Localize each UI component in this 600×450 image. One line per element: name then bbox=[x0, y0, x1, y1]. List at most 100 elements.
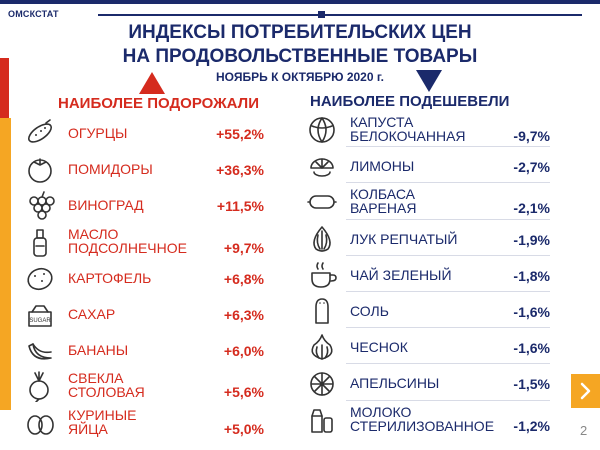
milk-icon bbox=[306, 404, 338, 436]
next-slide-button[interactable] bbox=[571, 374, 600, 408]
item-value: +6,3% bbox=[223, 307, 264, 323]
item-name: СВЕКЛА СТОЛОВАЯ bbox=[68, 371, 145, 399]
item-name: МАСЛО ПОДСОЛНЕЧНОЕ bbox=[68, 227, 187, 255]
cabbage-icon bbox=[306, 114, 338, 146]
list-item: МАСЛО ПОДСОЛНЕЧНОЕ +9,7% bbox=[24, 226, 264, 260]
item-name-line1: КОЛБАСА bbox=[350, 186, 415, 203]
item-value: -1,6% bbox=[513, 304, 550, 320]
item-name-line1: БАНАНЫ bbox=[68, 342, 129, 359]
salt-shaker-icon bbox=[306, 295, 338, 327]
list-item: ПОМИДОРЫ +36,3% bbox=[24, 153, 264, 187]
item-name-line2: ВАРЕНАЯ bbox=[350, 200, 417, 217]
item-value: -1,6% bbox=[513, 340, 550, 357]
row-divider bbox=[346, 399, 550, 401]
cucumber-icon bbox=[24, 117, 56, 149]
top-divider-dot bbox=[318, 11, 325, 18]
item-name-line1: ЛУК РЕПЧАТЫЙ bbox=[350, 230, 458, 247]
list-item: ЧАЙ ЗЕЛЕНЫЙ -1,8% bbox=[306, 259, 550, 293]
chevron-right-icon bbox=[580, 382, 591, 400]
beet-icon bbox=[24, 370, 56, 404]
item-value: -1,8% bbox=[513, 267, 550, 284]
item-name: ПОМИДОРЫ bbox=[68, 162, 153, 176]
item-name: КОЛБАСА ВАРЕНАЯ bbox=[350, 187, 416, 215]
item-value: +9,7% bbox=[223, 239, 264, 256]
garlic-icon bbox=[306, 331, 338, 363]
row-divider bbox=[346, 182, 550, 184]
item-name-line2: БЕЛОКОЧАННАЯ bbox=[350, 128, 466, 144]
item-value: +11,5% bbox=[216, 198, 264, 215]
onion-icon bbox=[306, 223, 338, 255]
row-divider bbox=[346, 327, 550, 329]
item-name-line1: МОЛОКО bbox=[350, 403, 412, 420]
row-divider bbox=[346, 254, 550, 256]
item-value: +36,3% bbox=[216, 162, 264, 179]
item-value: +6,8% bbox=[223, 270, 264, 287]
list-item: БАНАНЫ +6,0% bbox=[24, 334, 264, 368]
item-name-line1: СВЕКЛА bbox=[68, 370, 124, 387]
item-value: +6,0% bbox=[223, 343, 264, 360]
item-name-line1: КАПУСТА bbox=[350, 114, 414, 130]
item-name-line1: ВИНОГРАД bbox=[68, 197, 144, 214]
item-name: КАРТОФЕЛЬ bbox=[68, 271, 151, 285]
list-item: ЛИМОНЫ -2,7% bbox=[306, 150, 550, 184]
item-name: ЧАЙ ЗЕЛЕНЫЙ bbox=[350, 268, 452, 282]
page-subtitle: НОЯБРЬ К ОКТЯБРЮ 2020 г. bbox=[216, 70, 384, 84]
list-item: СОЛЬ -1,6% bbox=[306, 295, 550, 329]
item-value: -1,2% bbox=[513, 417, 550, 434]
list-item: ЧЕСНОК -1,6% bbox=[306, 331, 550, 365]
grapes-icon bbox=[24, 189, 56, 221]
row-divider bbox=[346, 218, 550, 220]
item-name-line1: ЧЕСНОК bbox=[350, 339, 408, 356]
top-divider bbox=[98, 14, 582, 16]
list-item: СВЕКЛА СТОЛОВАЯ +5,6% bbox=[24, 370, 264, 404]
item-name-line1: МАСЛО bbox=[68, 225, 119, 242]
increase-heading: НАИБОЛЕЕ ПОДОРОЖАЛИ bbox=[58, 95, 259, 112]
item-value: -2,1% bbox=[513, 200, 550, 217]
item-value: -2,7% bbox=[513, 159, 550, 176]
list-item: КУРИНЫЕ ЯЙЦА +5,0% bbox=[24, 407, 264, 441]
sugar-icon: SUGAR bbox=[24, 298, 56, 330]
list-item: SUGAR САХАР +6,3% bbox=[24, 298, 264, 332]
page-title-line2: НА ПРОДОВОЛЬСТВЕННЫЕ ТОВАРЫ bbox=[122, 46, 478, 67]
item-name: АПЕЛЬСИНЫ bbox=[350, 376, 439, 390]
list-item: ЛУК РЕПЧАТЫЙ -1,9% bbox=[306, 223, 550, 257]
row-divider bbox=[346, 146, 550, 148]
eggs-icon bbox=[24, 407, 56, 439]
item-name: ЧЕСНОК bbox=[350, 340, 408, 354]
list-item: ОГУРЦЫ +55,2% bbox=[24, 117, 264, 151]
list-item: АПЕЛЬСИНЫ -1,5% bbox=[306, 367, 550, 401]
row-divider bbox=[346, 363, 550, 365]
item-name-line1: СОЛЬ bbox=[350, 303, 389, 319]
bananas-icon bbox=[24, 334, 56, 366]
item-name-line1: САХАР bbox=[68, 306, 116, 322]
list-item: КАПУСТА БЕЛОКОЧАННАЯ -9,7% bbox=[306, 114, 550, 148]
item-name: БАНАНЫ bbox=[68, 343, 128, 357]
list-item: ВИНОГРАД +11,5% bbox=[24, 189, 264, 223]
item-value: -1,5% bbox=[513, 376, 550, 393]
list-item: КАРТОФЕЛЬ +6,8% bbox=[24, 262, 264, 296]
red-side-bar bbox=[0, 58, 9, 150]
item-name: СОЛЬ bbox=[350, 304, 389, 318]
item-name-line2: ПОДСОЛНЕЧНОЕ bbox=[68, 239, 187, 256]
item-name: МОЛОКО СТЕРИЛИЗОВАННОЕ bbox=[350, 405, 494, 433]
org-label: ОМСКСТАТ bbox=[8, 9, 59, 19]
item-name: ЛИМОНЫ bbox=[350, 159, 414, 173]
decrease-heading: НАИБОЛЕЕ ПОДЕШЕВЕЛИ bbox=[310, 93, 510, 110]
item-value: -1,9% bbox=[513, 231, 550, 248]
item-name-line1: КУРИНЫЕ bbox=[68, 406, 137, 423]
item-name: КУРИНЫЕ ЯЙЦА bbox=[68, 408, 136, 436]
list-item: КОЛБАСА ВАРЕНАЯ -2,1% bbox=[306, 186, 550, 220]
item-name-line2: СТЕРИЛИЗОВАННОЕ bbox=[350, 417, 495, 434]
item-name-line2: ЯЙЦА bbox=[68, 420, 108, 437]
item-name: ЛУК РЕПЧАТЫЙ bbox=[350, 232, 457, 246]
tomato-icon bbox=[24, 153, 56, 185]
page-title-line1: ИНДЕКСЫ ПОТРЕБИТЕЛЬСКИХ ЦЕН bbox=[128, 22, 472, 43]
lemon-icon bbox=[306, 150, 338, 182]
item-name: ОГУРЦЫ bbox=[68, 126, 127, 140]
tea-icon bbox=[306, 259, 338, 291]
item-value: +55,2% bbox=[216, 126, 264, 142]
svg-text:SUGAR: SUGAR bbox=[29, 318, 51, 324]
arrow-up-icon bbox=[139, 72, 165, 94]
potato-icon bbox=[24, 262, 56, 294]
orange-icon bbox=[306, 367, 338, 399]
